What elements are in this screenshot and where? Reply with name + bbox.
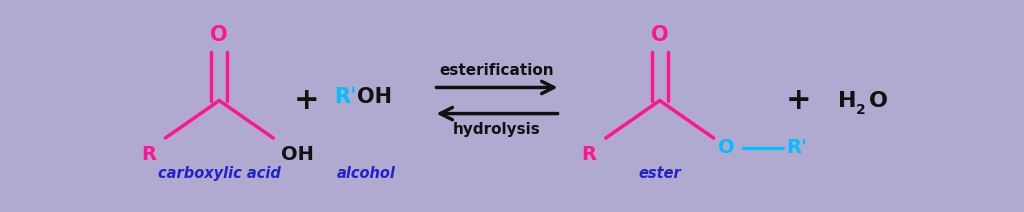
Text: O: O bbox=[211, 25, 228, 45]
Text: O: O bbox=[718, 138, 734, 157]
Text: R': R' bbox=[334, 87, 356, 107]
Text: +: + bbox=[294, 86, 319, 115]
Text: 2: 2 bbox=[856, 103, 865, 117]
Text: OH: OH bbox=[282, 145, 314, 164]
Text: R': R' bbox=[786, 138, 808, 157]
Text: O: O bbox=[651, 25, 669, 45]
Text: R: R bbox=[582, 145, 596, 164]
Text: esterification: esterification bbox=[439, 63, 554, 78]
Text: H: H bbox=[839, 91, 857, 110]
Text: O: O bbox=[868, 91, 888, 110]
Text: R: R bbox=[140, 145, 156, 164]
Text: +: + bbox=[785, 86, 811, 115]
Text: hydrolysis: hydrolysis bbox=[454, 122, 541, 137]
Text: carboxylic acid: carboxylic acid bbox=[158, 166, 281, 181]
Text: ester: ester bbox=[638, 166, 681, 181]
Text: OH: OH bbox=[356, 87, 391, 107]
Text: alcohol: alcohol bbox=[337, 166, 395, 181]
